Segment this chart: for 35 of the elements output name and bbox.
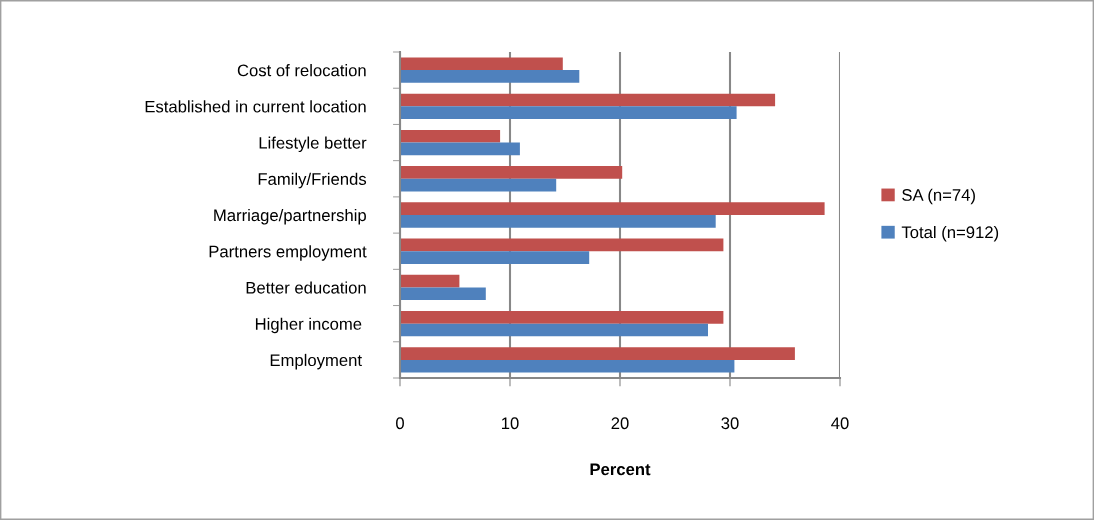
bar [400,106,737,120]
bar [400,323,708,337]
bar [400,251,590,264]
bar [400,215,716,228]
bar [400,166,623,179]
bar [400,57,563,71]
bar [400,142,520,156]
y-tick-label: Better education [246,281,366,294]
x-tick-label: 30 [721,417,739,430]
y-tick-label: Cost of relocation [237,64,366,77]
bar [400,93,776,107]
bar [400,310,724,324]
bar [400,238,724,252]
x-tick-label: 0 [396,417,404,430]
bar [400,347,795,360]
bar [400,129,501,143]
y-tick-label: Partners employment [209,245,367,261]
x-tick-label: 40 [831,417,849,430]
bar [400,202,825,215]
legend-label: SA (n=74) [902,188,975,205]
y-tick-label: Family/Friends [258,172,367,189]
y-tick-label: Lifestyle better [259,136,367,153]
legend-label: Total (n=912) [901,225,999,242]
bar [400,287,486,301]
bar [400,359,735,373]
y-tick-label: Marriage/partnership [214,208,366,225]
bar [400,178,557,192]
y-tick-label: Higher income [255,317,362,334]
x-axis-title: Percent [590,463,651,476]
bar [400,274,460,288]
y-tick-label: Established in current location [145,100,366,113]
y-tick-label: Employment [270,353,362,370]
x-tick-label: 20 [611,417,629,430]
bar [400,70,580,83]
x-tick-label: 10 [502,417,519,430]
